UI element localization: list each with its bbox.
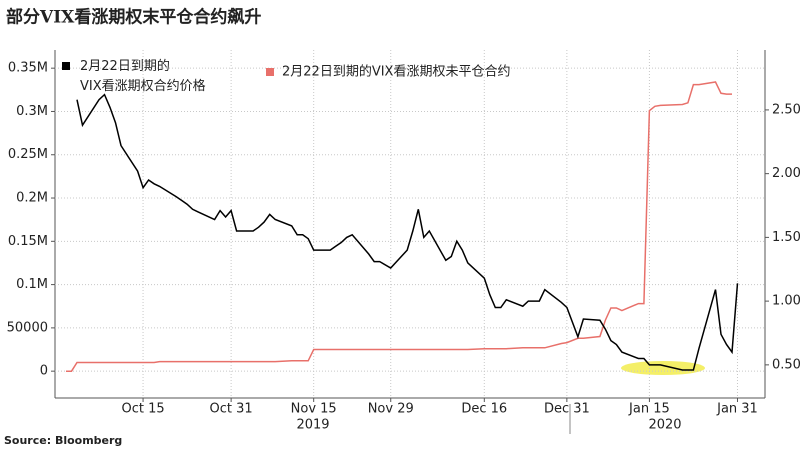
y2-tick-label: 1.50 <box>772 230 800 245</box>
x-tick-label: Oct 31 <box>210 402 253 417</box>
y2-tick-label: 2.50 <box>772 102 800 117</box>
y-tick-label: 0 <box>40 364 48 379</box>
year-label: 2019 <box>296 418 329 433</box>
legend-line: 2月22日到期的 <box>80 58 170 74</box>
x-tick-label: Dec 31 <box>544 402 590 417</box>
x-tick-label: Jan 15 <box>628 402 670 417</box>
x-tick-label: Dec 16 <box>461 402 507 417</box>
y-tick-label: 0.15M <box>8 234 48 249</box>
legend-label: 2月22日到期的 VIX看涨期权合约价格 <box>80 58 206 94</box>
y-tick-label: 50000 <box>7 320 48 335</box>
x-tick-label: Nov 29 <box>368 402 414 417</box>
year-label: 2020 <box>648 418 681 433</box>
legend-swatch <box>62 62 70 70</box>
x-tick-label: Nov 15 <box>291 402 337 417</box>
series-line <box>76 93 739 371</box>
y-tick-label: 0.25M <box>8 147 48 162</box>
y2-tick-label: 1.00 <box>772 294 800 309</box>
y-tick-label: 0.3M <box>16 104 48 119</box>
y-tick-label: 0.1M <box>16 277 48 292</box>
y2-tick-label: 0.50 <box>772 357 800 372</box>
legend-swatch <box>266 68 274 76</box>
chart-title: 部分VIX看涨期权末平仓合约飙升 <box>6 7 261 28</box>
y-tick-label: 0.35M <box>8 61 48 76</box>
source: Source: Bloomberg <box>4 434 122 447</box>
y2-tick-label: 2.00 <box>772 166 800 181</box>
series-line <box>66 81 732 372</box>
legend-line: VIX看涨期权合约价格 <box>80 78 206 94</box>
highlight <box>621 361 705 375</box>
x-tick-label: Jan 31 <box>716 402 758 417</box>
legend-label: 2月22日到期的VIX看涨期权未平仓合约 <box>282 64 510 80</box>
x-tick-label: Oct 15 <box>121 402 164 417</box>
y-tick-label: 0.2M <box>16 191 48 206</box>
